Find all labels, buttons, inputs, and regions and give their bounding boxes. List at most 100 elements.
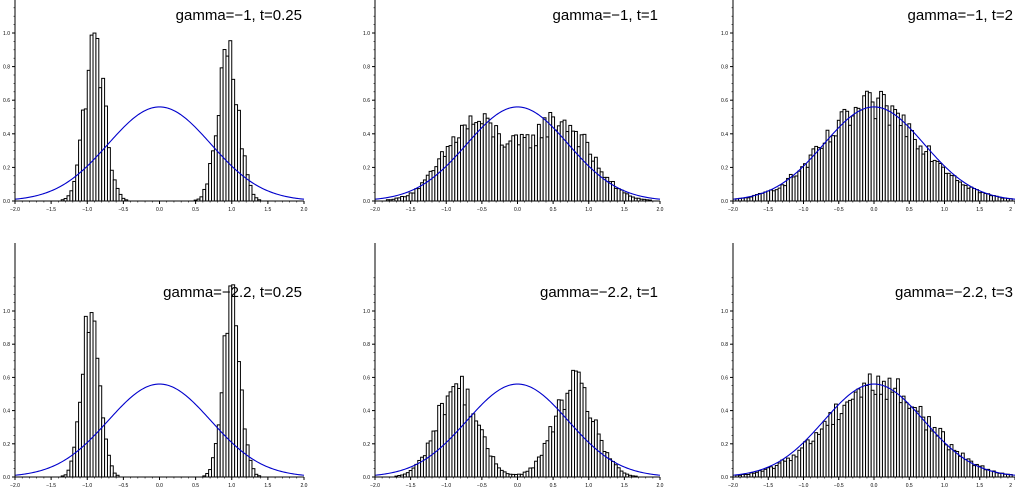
y-tick-label: 0.0: [363, 199, 370, 205]
x-tick-label: 0.0: [871, 483, 878, 489]
density-curve: [732, 383, 1015, 476]
x-tick-label: 2.0: [301, 207, 308, 213]
y-tick-label: 0.2: [3, 165, 10, 171]
x-tick-label: 0.0: [156, 207, 163, 213]
y-tick-label: 1.0: [3, 31, 10, 37]
x-tick-label: −2.0: [728, 483, 738, 489]
density-curve: [732, 106, 1015, 200]
y-tick-label: 0.8: [3, 65, 10, 71]
y-tick-label: 0.4: [3, 132, 10, 138]
y-tick-label: 0.2: [721, 165, 728, 171]
y-tick-label: 1.0: [721, 31, 728, 37]
x-tick-label: −1.0: [82, 207, 92, 213]
y-tick-label: 0.0: [721, 199, 728, 205]
x-tick-label: 2.0: [657, 483, 664, 489]
y-tick-label: 0.2: [3, 442, 10, 448]
x-tick-label: −0.5: [118, 207, 128, 213]
panel-title: gamma=−1, t=0.25: [176, 7, 302, 24]
x-tick-label: 0.5: [550, 207, 557, 213]
x-tick-label: 1.5: [621, 207, 628, 213]
x-tick-label: 1.0: [585, 207, 592, 213]
panel-title: gamma=−1, t=2: [908, 7, 1013, 24]
density-curve: [374, 106, 661, 200]
histogram-panel-4: 0.0 0.2 0.4 0.6 0.8 1.0 −2.0 −1.5 −1.0 −0.5 0.0 0.5…: [3, 243, 308, 489]
panel-title: gamma=−2.2, t=3: [895, 284, 1013, 301]
x-tick-label: 0.5: [906, 483, 913, 489]
y-tick-label: 0.2: [363, 442, 370, 448]
histogram-panel-1: 0.0 0.2 0.4 0.6 0.8 1.0 −2.0 −1.5 −1.0 −0.5 0.0 0.5…: [3, 0, 308, 213]
histogram-panel-2: 0.0 0.2 0.4 0.6 0.8 1.0 −2.0 −1.5 −1.0 −0.5 0.0 0.5…: [363, 0, 664, 213]
x-tick-label: 1.5: [264, 207, 271, 213]
x-tick-label: −0.5: [834, 207, 844, 213]
y-tick-label: 1.0: [363, 31, 370, 37]
y-tick-label: 1.0: [721, 309, 728, 315]
x-tick-label: 0.5: [906, 207, 913, 213]
x-tick-label: 0.5: [192, 483, 199, 489]
x-tick-label: −0.5: [834, 483, 844, 489]
x-tick-label: −0.5: [118, 483, 128, 489]
y-tick-label: 1.0: [3, 309, 10, 315]
y-tick-label: 0.4: [3, 409, 10, 415]
histogram-panel-3: 0.0 0.2 0.4 0.6 0.8 1.0 −2.0 −1.5 −1.0 −0.5 0.0 0.5…: [721, 0, 1015, 213]
x-tick-label: 2: [1009, 483, 1012, 489]
panel-title: gamma=−2.2, t=1: [540, 284, 658, 301]
y-tick-label: 0.8: [363, 65, 370, 71]
y-tick-label: 0.6: [363, 98, 370, 104]
panel-title: gamma=−2.2, t=0.25: [163, 284, 302, 301]
y-tick-label: 0.6: [3, 98, 10, 104]
x-tick-label: −1.5: [46, 483, 56, 489]
x-tick-label: −1.5: [46, 207, 56, 213]
x-tick-label: −0.5: [477, 483, 487, 489]
x-tick-label: −2.0: [10, 483, 20, 489]
x-tick-label: 1.5: [976, 483, 983, 489]
y-tick-label: 0.4: [363, 409, 370, 415]
x-tick-label: −1.5: [406, 483, 416, 489]
x-tick-label: 1.5: [976, 207, 983, 213]
y-tick-label: 0.0: [3, 199, 10, 205]
y-tick-label: 0.6: [721, 98, 728, 104]
y-tick-label: 0.2: [721, 442, 728, 448]
x-tick-label: 2.0: [301, 483, 308, 489]
x-tick-label: −1.0: [441, 483, 451, 489]
x-tick-label: −2.0: [728, 207, 738, 213]
y-tick-label: 0.4: [363, 132, 370, 138]
y-tick-label: 0.8: [363, 342, 370, 348]
density-curve: [14, 106, 305, 200]
y-tick-label: 0.6: [721, 375, 728, 381]
x-tick-label: −1.0: [799, 207, 809, 213]
x-tick-label: 1.0: [941, 207, 948, 213]
x-tick-label: 2: [1009, 207, 1012, 213]
x-tick-label: 1.0: [228, 207, 235, 213]
x-tick-label: −2.0: [370, 207, 380, 213]
y-tick-label: 0.8: [721, 65, 728, 71]
x-tick-label: 1.5: [621, 483, 628, 489]
y-tick-label: 0.2: [363, 165, 370, 171]
y-tick-label: 0.0: [721, 475, 728, 481]
x-tick-label: −0.5: [477, 207, 487, 213]
x-tick-label: 1.0: [228, 483, 235, 489]
x-tick-label: 2.0: [657, 207, 664, 213]
y-tick-label: 0.4: [721, 409, 728, 415]
x-tick-label: 0.0: [514, 483, 521, 489]
x-tick-label: 1.0: [941, 483, 948, 489]
x-tick-label: −1.5: [763, 207, 773, 213]
histogram-panel-5: 0.0 0.2 0.4 0.6 0.8 1.0 −2.0 −1.5 −1.0 −0.5 0.0 0.5…: [363, 243, 664, 489]
y-tick-label: 0.4: [721, 132, 728, 138]
x-tick-label: −2.0: [10, 207, 20, 213]
panel-title: gamma=−1, t=1: [553, 7, 658, 24]
x-tick-label: 0.5: [192, 207, 199, 213]
y-tick-label: 0.0: [363, 475, 370, 481]
x-tick-label: 0.0: [514, 207, 521, 213]
density-curve: [374, 383, 661, 476]
y-tick-label: 0.8: [721, 342, 728, 348]
x-tick-label: −1.5: [406, 207, 416, 213]
x-tick-label: −1.0: [82, 483, 92, 489]
y-tick-label: 1.0: [363, 309, 370, 315]
y-tick-label: 0.8: [3, 342, 10, 348]
y-tick-label: 0.0: [3, 475, 10, 481]
x-tick-label: 1.5: [264, 483, 271, 489]
x-tick-label: −1.0: [441, 207, 451, 213]
x-tick-label: −1.5: [763, 483, 773, 489]
x-tick-label: 0.0: [156, 483, 163, 489]
